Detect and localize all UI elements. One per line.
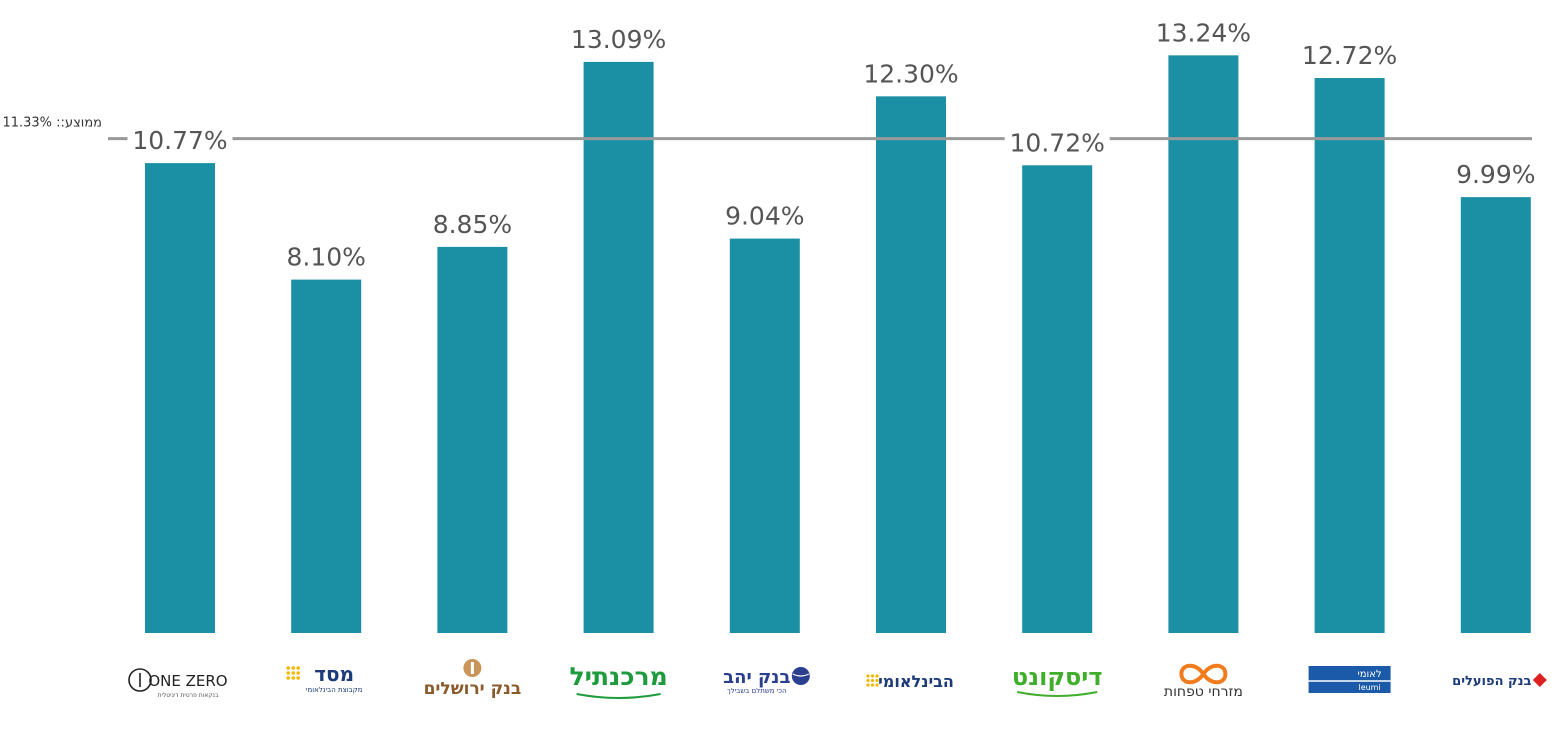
bar-yahav bbox=[729, 238, 800, 634]
logo-main-text: בנק הפועלים bbox=[1452, 674, 1531, 689]
logo-main-text: ONE ZERO bbox=[148, 672, 227, 690]
logo-sub-text: בנקאות פרטית דיגיטלית bbox=[158, 692, 219, 699]
logo-main-text: מרכנתיל bbox=[569, 662, 667, 691]
logo-jerusalem: בנק ירושלים bbox=[424, 659, 522, 699]
logo-main-text: מזרחי טפחות bbox=[1164, 684, 1243, 700]
average-line-group: ממוצע:: 11.33% bbox=[2, 116, 1532, 141]
jerusalem-emblem-mark bbox=[470, 662, 474, 674]
bar-leumi bbox=[1314, 78, 1385, 633]
bar-jerusalem bbox=[437, 246, 508, 633]
mercantile-swoosh-icon bbox=[576, 693, 661, 699]
value-label-bg bbox=[858, 57, 964, 90]
value-label-bg bbox=[427, 207, 518, 240]
value-label: 10.72% bbox=[1010, 128, 1105, 157]
massad-dot-icon bbox=[296, 676, 301, 680]
massad-dot-icon bbox=[286, 676, 291, 680]
value-label-bg bbox=[566, 22, 672, 55]
logo-leumi: לאומי leumi bbox=[1308, 666, 1391, 693]
massad-dot-icon bbox=[286, 671, 291, 675]
beinleumi-dot-icon bbox=[866, 674, 870, 678]
hapoalim-diamond-icon bbox=[1532, 673, 1547, 687]
bar-mizrahi bbox=[1168, 55, 1239, 634]
value-label: 10.77% bbox=[132, 126, 227, 155]
logo-hapoalim: בנק הפועלים bbox=[1452, 673, 1547, 689]
logo-sub-text: מקבוצת הבינלאומי bbox=[306, 686, 363, 694]
value-label: 13.24% bbox=[1156, 18, 1251, 47]
logo-main-text: בנק יהב bbox=[723, 667, 790, 688]
massad-dot-icon bbox=[291, 676, 296, 680]
logo-discount: דיסקונט bbox=[1012, 663, 1103, 697]
logo-beinleumi: הבינלאומי bbox=[866, 672, 954, 691]
yahav-globe-line bbox=[792, 673, 810, 677]
value-label: 9.04% bbox=[725, 202, 804, 231]
value-label-bg bbox=[1004, 126, 1110, 159]
logo-main-text: בנק ירושלים bbox=[424, 679, 522, 699]
value-label: 13.09% bbox=[571, 25, 666, 54]
value-label: 8.85% bbox=[433, 210, 512, 239]
value-label-bg bbox=[1150, 16, 1256, 49]
logo-sub-text: הכי משתלם בשבילך bbox=[727, 687, 787, 695]
average-label: ממוצע:: 11.33% bbox=[2, 116, 102, 131]
beinleumi-dot-icon bbox=[870, 674, 875, 678]
bar-massad bbox=[291, 279, 362, 633]
value-label-bg bbox=[1297, 39, 1403, 72]
massad-dot-icon bbox=[286, 666, 291, 670]
massad-dot-icon bbox=[291, 671, 296, 675]
value-labels-group: 10.77% 8.10% 8.85% 13.09% 9.04% 12.30% 10.72% 1… bbox=[127, 16, 1541, 273]
bar-beinleumi bbox=[876, 96, 946, 634]
bar-hapoalim bbox=[1460, 197, 1531, 633]
bar-mercantile bbox=[583, 61, 654, 634]
beinleumi-dot-icon bbox=[875, 683, 879, 687]
logo-main-text: מסד bbox=[314, 662, 354, 686]
value-label: 8.10% bbox=[286, 243, 365, 272]
logo-mizrahi: מזרחי טפחות bbox=[1164, 663, 1243, 700]
beinleumi-dot-icon bbox=[870, 678, 875, 683]
value-label-bg bbox=[281, 240, 371, 273]
beinleumi-dot-icon bbox=[866, 678, 870, 683]
logo-mercantile: מרכנתיל bbox=[569, 662, 668, 699]
bars-group bbox=[145, 55, 1531, 634]
leumi-badge bbox=[1308, 666, 1391, 693]
logo-one-zero: ONE ZERO בנקאות פרטית דיגיטלית bbox=[128, 668, 228, 699]
massad-dot-icon bbox=[291, 666, 296, 670]
massad-dot-icon bbox=[296, 666, 301, 670]
logo-main-text: הבינלאומי bbox=[878, 672, 954, 691]
value-label-bg bbox=[1451, 158, 1541, 191]
value-label: 9.99% bbox=[1456, 160, 1535, 189]
value-label: 12.72% bbox=[1302, 41, 1397, 70]
beinleumi-dot-icon bbox=[875, 674, 879, 678]
beinleumi-dot-icon bbox=[870, 683, 875, 687]
one-zero-ring-icon bbox=[128, 668, 152, 692]
bar-one-zero bbox=[145, 163, 215, 633]
mizrahi-infinity-icon bbox=[1179, 663, 1228, 685]
logo-main-text: דיסקונט bbox=[1012, 663, 1103, 691]
logo-main-text: לאומי bbox=[1358, 669, 1382, 680]
beinleumi-dot-icon bbox=[875, 678, 879, 683]
beinleumi-dot-icon bbox=[866, 683, 870, 687]
bar-discount bbox=[1022, 165, 1093, 633]
value-label: 12.30% bbox=[863, 59, 958, 88]
value-label-bg bbox=[127, 124, 233, 157]
discount-swoosh-icon bbox=[1017, 691, 1098, 697]
logo-sub-text: leumi bbox=[1358, 683, 1380, 692]
massad-dot-icon bbox=[296, 671, 301, 675]
value-label-bg bbox=[720, 199, 810, 232]
